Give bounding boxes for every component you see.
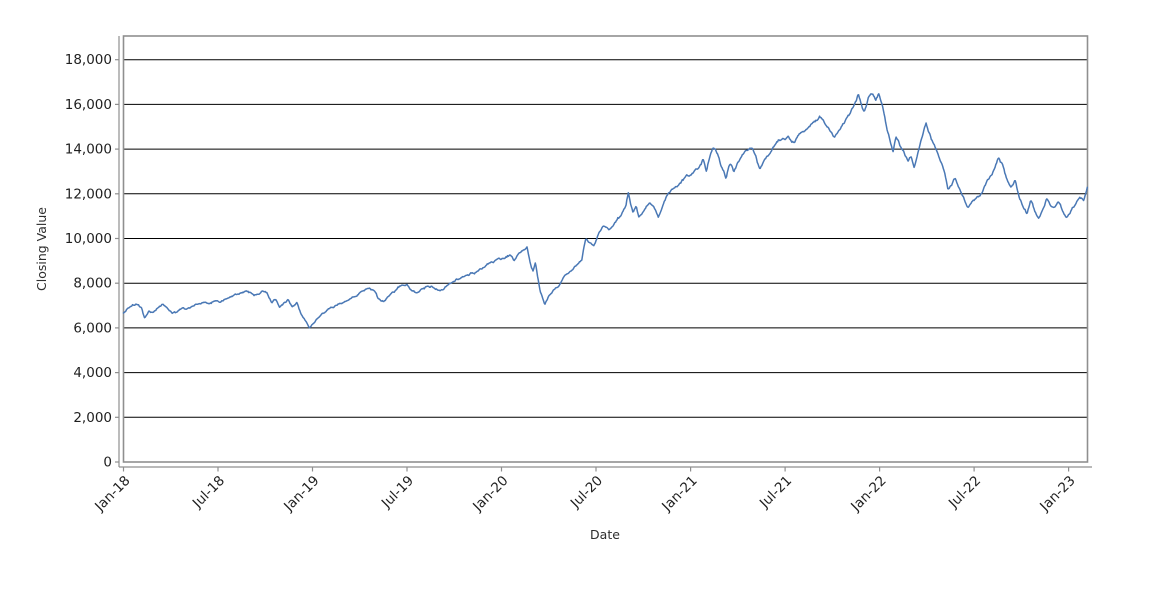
y-tick-label: 10,000 [65,231,112,247]
y-tick-label: 14,000 [65,142,112,158]
x-axis-title: Date [590,527,620,542]
y-tick-labels: 0 2,000 4,000 6,000 8,000 10,000 12,000 14,000 1… [65,52,112,470]
y-tick-label: 12,000 [65,186,112,202]
x-tick-label: Jan-22 [847,473,889,515]
y-tick-label: 6,000 [73,320,112,336]
x-tick-label: Jan-21 [658,473,700,515]
x-tick-label: Jul-18 [189,473,228,512]
x-tick-label: Jan-20 [469,473,511,515]
x-tick-label: Jan-19 [280,473,322,515]
y-axis-title: Closing Value [34,207,49,291]
x-tick-label: Jul-22 [945,473,984,512]
y-tick-label: 2,000 [73,410,112,426]
axis-lines [118,36,1092,468]
closing-value-line [122,93,1089,329]
y-tick-label: 0 [103,455,112,471]
y-gridlines [123,59,1088,463]
y-tick-label: 16,000 [65,97,112,113]
y-tick-label: 4,000 [73,365,112,381]
x-tick-label: Jul-20 [567,473,606,512]
y-tick-label: 8,000 [73,276,112,292]
x-tick-label: Jul-21 [756,473,795,512]
x-tick-label: Jul-19 [378,473,417,512]
plot-border [122,35,1089,463]
x-tick-label: Jan-18 [91,473,133,515]
x-tick-labels: Jan-18 Jul-18 Jan-19 Jul-19 Jan-20 Jul-20 Jan-… [91,473,1078,515]
x-tick-label: Jan-23 [1036,473,1078,515]
axis-tick-marks [115,59,1070,472]
y-tick-label: 18,000 [65,52,112,68]
